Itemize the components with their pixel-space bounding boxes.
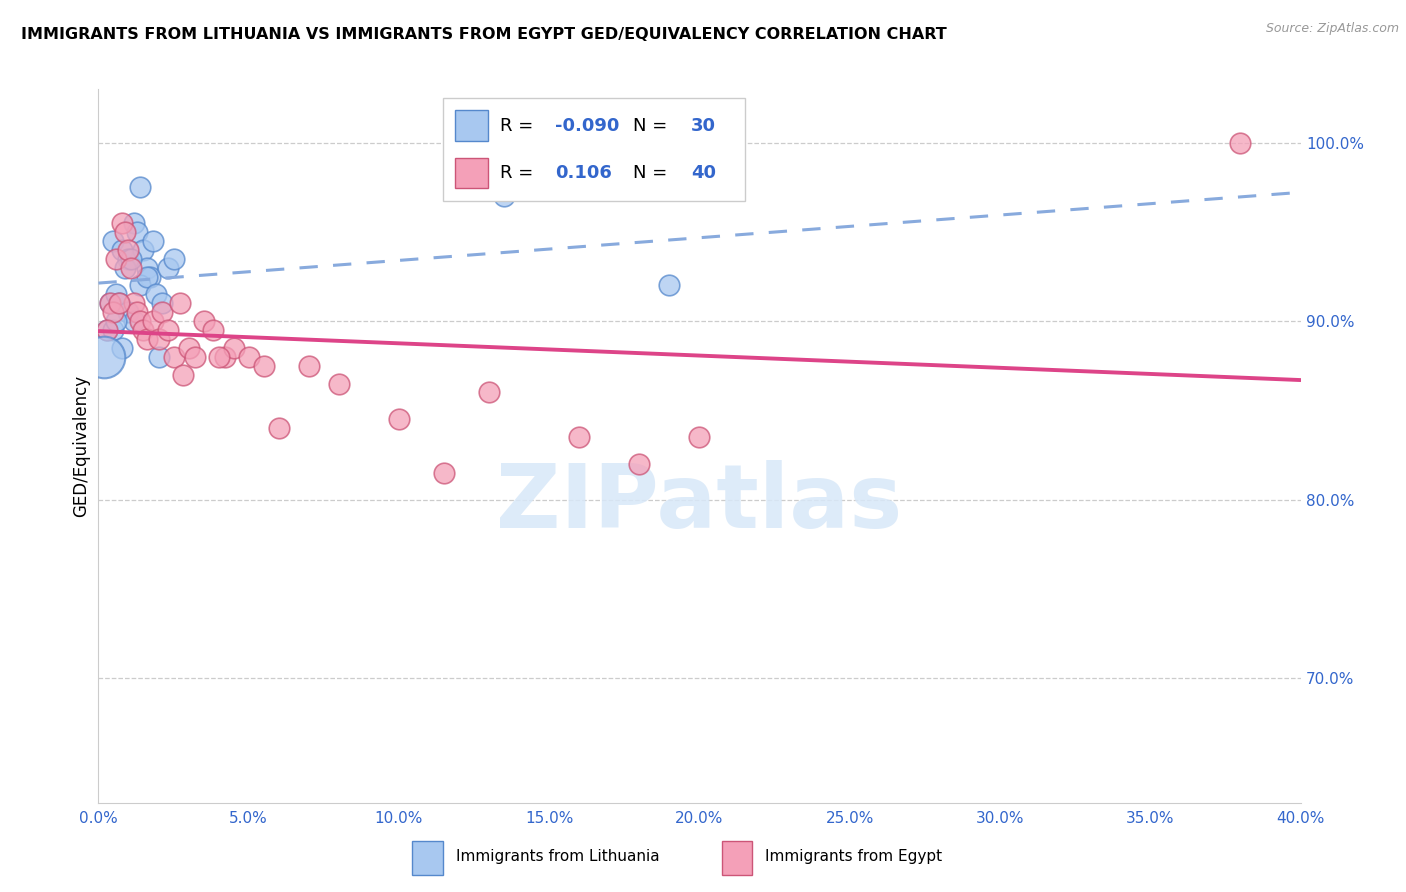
Point (129, 180, 152, 194)
Point (117, 305, 139, 319)
Point (156, 323, 179, 337)
Point (1229, 136, 1251, 150)
Text: N =: N = (633, 117, 673, 135)
Point (433, 466, 456, 480)
FancyBboxPatch shape (721, 840, 752, 875)
Point (135, 260, 157, 275)
Point (124, 296, 146, 310)
Point (162, 350, 184, 364)
Point (132, 323, 155, 337)
Point (108, 296, 131, 310)
Point (129, 278, 152, 293)
Point (100, 296, 122, 310)
Point (124, 314, 146, 328)
Point (93, 350, 115, 364)
Point (96, 323, 118, 337)
Point (193, 314, 215, 328)
Point (129, 314, 152, 328)
Point (267, 421, 290, 435)
Point (111, 341, 134, 355)
Point (494, 189, 516, 203)
Point (100, 296, 122, 310)
Point (103, 323, 125, 337)
Point (214, 350, 236, 364)
Text: Immigrants from Lithuania: Immigrants from Lithuania (456, 849, 659, 863)
Point (169, 296, 191, 310)
Point (108, 296, 131, 310)
Text: ZIPatlas: ZIPatlas (496, 459, 903, 547)
Point (689, 430, 711, 444)
Point (328, 376, 350, 391)
Text: IMMIGRANTS FROM LITHUANIA VS IMMIGRANTS FROM EGYPT GED/EQUIVALENCY CORRELATION C: IMMIGRANTS FROM LITHUANIA VS IMMIGRANTS … (21, 27, 946, 42)
Point (298, 359, 321, 373)
Point (177, 341, 200, 355)
Point (96, 323, 118, 337)
Text: Immigrants from Egypt: Immigrants from Egypt (765, 849, 942, 863)
Point (141, 234, 163, 248)
Point (208, 350, 231, 364)
Point (121, 260, 143, 275)
Point (127, 305, 149, 319)
Point (132, 243, 155, 257)
FancyBboxPatch shape (456, 158, 488, 188)
Point (150, 305, 173, 319)
Point (222, 341, 245, 355)
Text: R =: R = (501, 117, 540, 135)
Point (145, 287, 167, 301)
Point (103, 234, 125, 248)
Point (127, 225, 149, 239)
Point (658, 278, 681, 293)
FancyBboxPatch shape (456, 111, 488, 141)
Point (478, 385, 501, 400)
Point (103, 305, 125, 319)
Point (148, 332, 170, 346)
Point (111, 216, 134, 230)
Point (105, 314, 128, 328)
Point (388, 412, 411, 426)
Point (172, 368, 194, 382)
Text: Source: ZipAtlas.com: Source: ZipAtlas.com (1265, 22, 1399, 36)
Text: 40: 40 (690, 164, 716, 182)
Point (121, 252, 143, 266)
Point (238, 350, 260, 364)
Point (148, 350, 170, 364)
Text: R =: R = (501, 164, 546, 182)
FancyBboxPatch shape (412, 840, 443, 875)
Point (628, 457, 651, 471)
Point (568, 430, 591, 444)
Point (135, 332, 157, 346)
Point (138, 269, 160, 284)
Point (183, 350, 205, 364)
Point (114, 225, 136, 239)
Point (253, 359, 276, 373)
Point (114, 260, 136, 275)
Point (117, 243, 139, 257)
Point (124, 216, 146, 230)
Point (117, 252, 139, 266)
Text: -0.090: -0.090 (555, 117, 619, 135)
Point (150, 296, 173, 310)
FancyBboxPatch shape (443, 98, 745, 201)
Point (111, 243, 134, 257)
Text: 0.106: 0.106 (555, 164, 612, 182)
Text: N =: N = (633, 164, 673, 182)
Point (105, 252, 128, 266)
Y-axis label: GED/Equivalency: GED/Equivalency (72, 375, 90, 517)
Point (201, 323, 224, 337)
Point (105, 287, 128, 301)
Point (135, 269, 157, 284)
Point (141, 314, 163, 328)
Point (156, 260, 179, 275)
Point (162, 252, 184, 266)
Text: 30: 30 (690, 117, 716, 135)
